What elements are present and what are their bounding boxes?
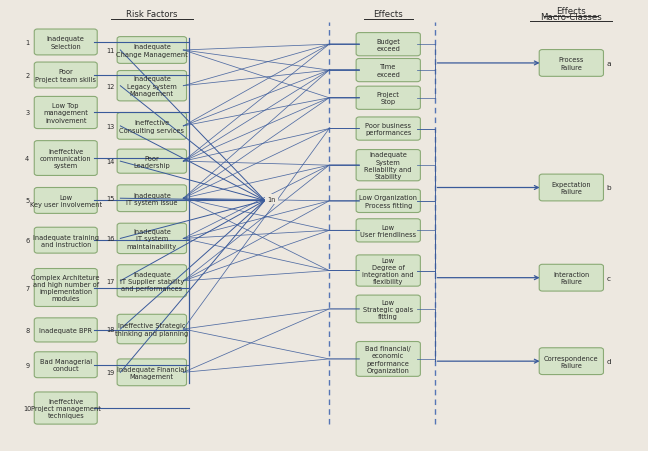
Text: Time
exceed: Time exceed — [376, 64, 400, 78]
Text: 2: 2 — [25, 73, 29, 79]
Text: Complex Architeture
and high number of
implementation
modules: Complex Architeture and high number of i… — [32, 274, 100, 302]
FancyBboxPatch shape — [539, 51, 603, 77]
FancyBboxPatch shape — [356, 118, 421, 141]
Text: Low
Strategic goals
fitting: Low Strategic goals fitting — [363, 299, 413, 319]
FancyBboxPatch shape — [34, 392, 97, 424]
Text: 6: 6 — [25, 238, 29, 244]
Text: Risk Factors: Risk Factors — [126, 10, 178, 19]
Text: Budget
exceed: Budget exceed — [376, 38, 400, 52]
FancyBboxPatch shape — [34, 318, 97, 342]
Text: Correspondence
Failure: Correspondence Failure — [544, 355, 599, 368]
Text: 4: 4 — [25, 156, 29, 161]
Text: 13: 13 — [106, 124, 115, 129]
Text: 14: 14 — [106, 159, 115, 165]
Text: Project
Stop: Project Stop — [376, 92, 400, 105]
FancyBboxPatch shape — [34, 30, 97, 56]
Text: 10: 10 — [23, 405, 31, 411]
Text: Interaction
Failure: Interaction Failure — [553, 272, 590, 285]
Text: 11: 11 — [106, 48, 115, 54]
FancyBboxPatch shape — [117, 359, 187, 386]
FancyBboxPatch shape — [117, 224, 187, 254]
FancyBboxPatch shape — [34, 141, 97, 176]
FancyBboxPatch shape — [539, 175, 603, 202]
Text: Ineffective
Project management
techniques: Ineffective Project management technique… — [31, 398, 100, 419]
FancyBboxPatch shape — [117, 185, 187, 212]
Text: 1n: 1n — [267, 197, 275, 202]
Text: Inadequate
Selection: Inadequate Selection — [47, 36, 85, 50]
FancyBboxPatch shape — [356, 87, 421, 110]
FancyBboxPatch shape — [34, 352, 97, 378]
Text: Ineffective Strategic
thinking and planning: Ineffective Strategic thinking and plann… — [115, 322, 189, 336]
Text: a: a — [607, 61, 611, 67]
Text: c: c — [607, 275, 610, 281]
FancyBboxPatch shape — [356, 219, 421, 243]
Text: Inadequate training
and instruction: Inadequate training and instruction — [33, 234, 98, 247]
FancyBboxPatch shape — [117, 315, 187, 344]
Text: Inadequate
Legacy system
Management: Inadequate Legacy system Management — [127, 76, 177, 97]
FancyBboxPatch shape — [356, 190, 421, 213]
Text: Low
Degree of
integration and
flexibility: Low Degree of integration and flexibilit… — [362, 257, 414, 285]
Text: 7: 7 — [25, 285, 29, 291]
FancyBboxPatch shape — [539, 265, 603, 291]
Text: 9: 9 — [25, 362, 29, 368]
Text: 19: 19 — [106, 369, 115, 376]
Text: Low Organization
Process fitting: Low Organization Process fitting — [359, 195, 417, 208]
FancyBboxPatch shape — [356, 60, 421, 83]
Text: Poor
Project team skills: Poor Project team skills — [35, 69, 97, 83]
Text: Inadequate BPR: Inadequate BPR — [39, 327, 92, 333]
FancyBboxPatch shape — [356, 342, 421, 377]
FancyBboxPatch shape — [117, 71, 187, 101]
Text: Effects: Effects — [373, 10, 403, 19]
Text: Inadequate
IT system
maintainability: Inadequate IT system maintainability — [127, 229, 177, 249]
Text: 8: 8 — [25, 327, 29, 333]
Text: Poor
Leadership: Poor Leadership — [133, 155, 170, 168]
Text: Ineffective
communication
system: Ineffective communication system — [40, 148, 91, 169]
Text: Low Top
management
involvement: Low Top management involvement — [43, 103, 88, 124]
Text: Inadequate
IT Supplier stability
and performances: Inadequate IT Supplier stability and per… — [120, 271, 184, 291]
Text: 5: 5 — [25, 198, 29, 204]
Text: 16: 16 — [106, 236, 115, 242]
Text: Inadequate
Change Management: Inadequate Change Management — [116, 44, 188, 57]
FancyBboxPatch shape — [34, 97, 97, 129]
Text: 15: 15 — [106, 196, 115, 202]
Text: Effects: Effects — [557, 7, 586, 16]
Text: 12: 12 — [106, 83, 115, 89]
Text: Low
User friendliness: Low User friendliness — [360, 224, 416, 238]
Text: Bad financial/
economic
performance
Organization: Bad financial/ economic performance Orga… — [365, 345, 411, 373]
Text: 18: 18 — [106, 326, 115, 332]
Text: Inadequate
System
Reliability and
Stability: Inadequate System Reliability and Stabil… — [364, 152, 412, 179]
Text: b: b — [607, 185, 611, 191]
Text: Poor business
performances: Poor business performances — [365, 123, 411, 136]
Text: Low
Key user involvement: Low Key user involvement — [30, 194, 102, 207]
FancyBboxPatch shape — [356, 295, 421, 323]
FancyBboxPatch shape — [34, 188, 97, 214]
Text: 1: 1 — [25, 40, 29, 46]
FancyBboxPatch shape — [356, 150, 421, 181]
FancyBboxPatch shape — [117, 37, 187, 64]
Text: Inadequate
IT system issue: Inadequate IT system issue — [126, 192, 178, 205]
Text: Macro-Classes: Macro-Classes — [540, 13, 602, 22]
Text: Bad Managerial
conduct: Bad Managerial conduct — [40, 358, 92, 372]
FancyBboxPatch shape — [117, 150, 187, 174]
FancyBboxPatch shape — [539, 348, 603, 375]
Text: Ineffective
Consulting services: Ineffective Consulting services — [119, 120, 184, 133]
FancyBboxPatch shape — [34, 63, 97, 89]
FancyBboxPatch shape — [117, 265, 187, 297]
Text: 17: 17 — [106, 278, 115, 284]
FancyBboxPatch shape — [356, 255, 421, 286]
Text: 3: 3 — [25, 110, 29, 116]
FancyBboxPatch shape — [34, 269, 97, 307]
Text: Inadequate Financial
Management: Inadequate Financial Management — [117, 366, 187, 379]
Text: d: d — [607, 359, 611, 364]
FancyBboxPatch shape — [117, 113, 187, 140]
FancyBboxPatch shape — [34, 228, 97, 253]
Text: Expectation
Failure: Expectation Failure — [551, 181, 591, 195]
Text: Process
Failure: Process Failure — [559, 57, 584, 70]
FancyBboxPatch shape — [356, 33, 421, 57]
